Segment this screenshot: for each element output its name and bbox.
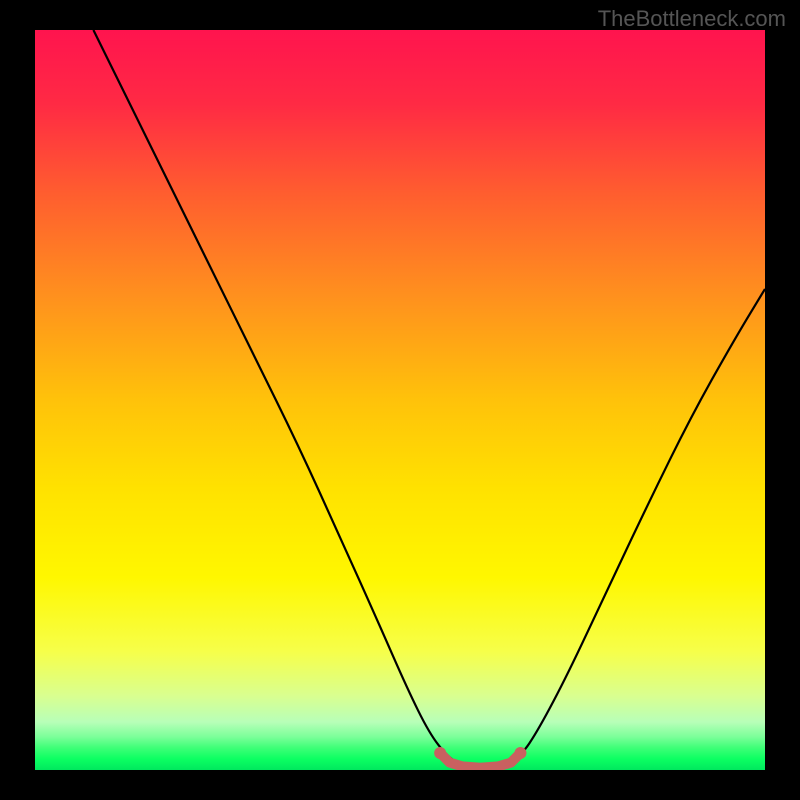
marker-dot-right — [514, 747, 526, 759]
watermark-text: TheBottleneck.com — [598, 6, 786, 32]
chart-svg — [35, 30, 765, 770]
chart-container: TheBottleneck.com — [0, 0, 800, 800]
gradient-background — [35, 30, 765, 770]
marker-dot-left — [434, 747, 446, 759]
